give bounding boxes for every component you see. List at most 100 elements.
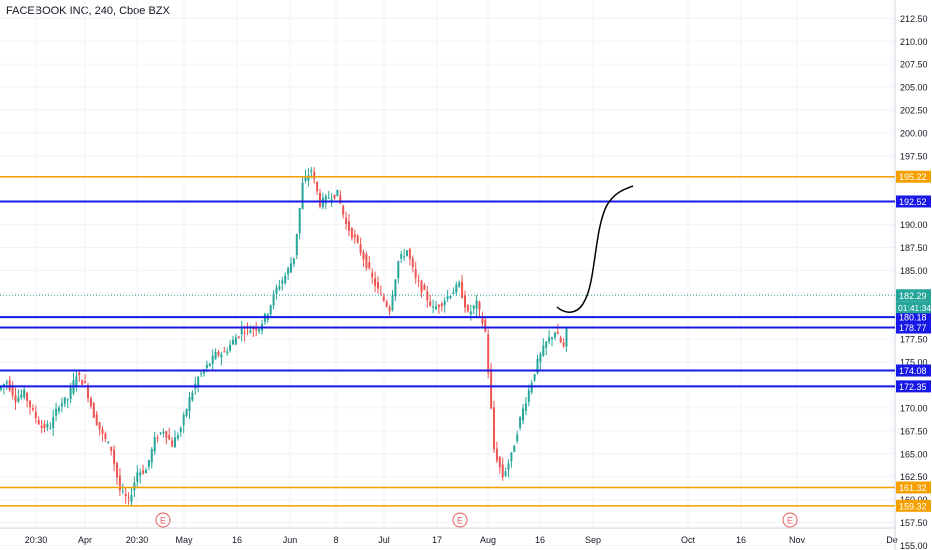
candle-body bbox=[295, 233, 298, 256]
candle-body bbox=[234, 337, 237, 345]
candle-body bbox=[272, 294, 275, 306]
candle-body bbox=[493, 407, 495, 450]
candle-body bbox=[205, 364, 208, 368]
candle-body bbox=[553, 332, 556, 338]
candle-body bbox=[124, 494, 127, 497]
candle-body bbox=[200, 373, 203, 375]
candle-body bbox=[385, 301, 388, 307]
y-tick-label: 187.50 bbox=[900, 243, 928, 253]
candle-body bbox=[58, 407, 60, 412]
candle-body bbox=[379, 293, 382, 295]
y-tick-label: 207.50 bbox=[900, 60, 928, 70]
candle-body bbox=[130, 494, 133, 502]
earnings-marker-icon[interactable] bbox=[782, 512, 798, 528]
candle-body bbox=[313, 172, 316, 179]
candle-body bbox=[118, 475, 121, 491]
level-label: 172.35 bbox=[899, 382, 927, 392]
candle-body bbox=[92, 403, 95, 418]
candle-body bbox=[232, 339, 234, 345]
candle-body bbox=[174, 437, 176, 448]
level-label-box bbox=[896, 364, 931, 377]
candle-body bbox=[408, 249, 411, 259]
candle-body bbox=[292, 258, 295, 264]
candle-body bbox=[142, 470, 145, 474]
x-tick-label: Nov bbox=[789, 535, 806, 545]
candle-body bbox=[437, 305, 440, 308]
x-tick-label: Oct bbox=[681, 535, 696, 545]
candle-body bbox=[490, 368, 493, 409]
candle-body bbox=[472, 305, 475, 309]
candle-body bbox=[0, 386, 2, 390]
y-tick-label: 175.00 bbox=[900, 358, 928, 368]
candle-body bbox=[31, 407, 34, 410]
candle-body bbox=[188, 397, 191, 412]
candle-body bbox=[5, 381, 8, 384]
candle-body bbox=[382, 296, 385, 301]
x-tick-label: 20:30 bbox=[126, 535, 149, 545]
level-label: 180.18 bbox=[899, 313, 927, 323]
candle-body bbox=[179, 428, 182, 432]
candle-body bbox=[368, 262, 371, 269]
candle-body bbox=[519, 417, 522, 428]
candle-body bbox=[513, 445, 516, 453]
candle-body bbox=[153, 437, 156, 452]
candle-body bbox=[46, 424, 49, 428]
candle-body bbox=[249, 330, 252, 333]
candle-body bbox=[522, 408, 524, 421]
candle-body bbox=[420, 280, 423, 293]
y-tick-label: 162.50 bbox=[900, 472, 928, 482]
earnings-marker-icon[interactable] bbox=[452, 512, 468, 528]
candle-body bbox=[536, 358, 539, 374]
level-label: 195.22 bbox=[899, 172, 927, 182]
level-label: 192.52 bbox=[899, 197, 927, 207]
candle-body bbox=[69, 387, 72, 400]
candle-body bbox=[556, 331, 559, 335]
candle-body bbox=[133, 482, 136, 491]
candle-body bbox=[81, 380, 84, 385]
candle-body bbox=[211, 355, 214, 364]
candle-body bbox=[319, 193, 321, 207]
x-tick-label: Jul bbox=[378, 535, 390, 545]
candle-body bbox=[156, 437, 159, 439]
candle-body bbox=[452, 292, 455, 295]
candle-body bbox=[498, 456, 501, 468]
candle-body bbox=[275, 287, 278, 294]
projection-curve[interactable] bbox=[556, 185, 634, 313]
x-tick-label: Sep bbox=[585, 535, 601, 545]
candle-body bbox=[278, 286, 281, 290]
candle-body bbox=[49, 428, 52, 430]
candle-body bbox=[516, 434, 519, 442]
x-tick-label: Aug bbox=[480, 535, 496, 545]
candle-body bbox=[191, 392, 194, 401]
candle-body bbox=[548, 337, 551, 342]
last-price-box bbox=[896, 289, 931, 302]
candle-body bbox=[495, 448, 498, 461]
x-tick-label: Apr bbox=[78, 535, 92, 545]
y-tick-label: 212.50 bbox=[900, 14, 928, 24]
earnings-marker-icon[interactable] bbox=[155, 512, 171, 528]
candle-body bbox=[63, 397, 66, 405]
candle-body bbox=[469, 311, 472, 315]
candle-body bbox=[365, 254, 368, 269]
candle-body bbox=[397, 261, 400, 279]
candle-body bbox=[159, 432, 162, 434]
candle-body bbox=[290, 263, 292, 273]
candle-body bbox=[258, 329, 261, 332]
candle-body bbox=[527, 390, 530, 402]
candle-body bbox=[330, 199, 333, 201]
candle-body bbox=[145, 470, 147, 474]
candle-body bbox=[121, 490, 124, 492]
chart-title: FACEBOOK INC, 240, Cboe BZX bbox=[6, 5, 170, 17]
candle-body bbox=[443, 300, 446, 306]
candle-body bbox=[255, 327, 258, 331]
candle-body bbox=[203, 369, 205, 374]
level-label-box bbox=[896, 481, 931, 494]
candle-body bbox=[269, 305, 272, 315]
candle-body bbox=[504, 471, 507, 476]
candle-body bbox=[394, 279, 397, 297]
earnings-marker-label: E bbox=[787, 516, 793, 526]
candle-body bbox=[14, 395, 17, 403]
candle-body bbox=[458, 282, 461, 287]
candle-body bbox=[150, 448, 153, 463]
